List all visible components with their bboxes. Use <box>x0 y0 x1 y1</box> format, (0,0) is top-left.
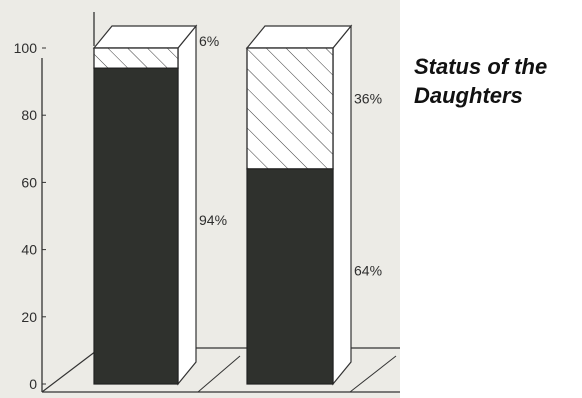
y-tick-label: 20 <box>21 309 37 325</box>
bars <box>92 24 353 386</box>
bar-segment-hatched <box>93 47 179 69</box>
y-axis-ticks: 0 20 40 60 80 100 <box>14 40 46 392</box>
bar-segment-solid <box>93 67 179 385</box>
y-tick-label: 40 <box>21 242 37 258</box>
floor-divider <box>197 355 241 393</box>
floor-divider <box>349 355 397 393</box>
chart-title: Status of the Daughters <box>414 54 548 108</box>
bar-label-solid: 94% <box>199 212 227 228</box>
bar-top-face <box>92 25 198 49</box>
stacked-bar-chart: 0 20 40 60 80 100 6% 94% 36% 64% <box>14 12 400 393</box>
y-tick-label: 0 <box>29 376 37 392</box>
bar-label-hatched: 6% <box>199 33 219 49</box>
y-tick-label: 60 <box>21 174 37 190</box>
bar <box>245 24 353 386</box>
y-tick-label: 100 <box>14 40 38 56</box>
bar-top-face <box>245 25 353 49</box>
y-tick-label: 80 <box>21 107 37 123</box>
bar-side-face <box>177 24 197 386</box>
bar-label-solid: 64% <box>354 262 382 278</box>
data-labels: 6% 94% 36% 64% <box>199 33 382 278</box>
bar-segment-hatched <box>246 47 334 170</box>
bar-segment-solid <box>246 168 334 385</box>
chart-axes <box>41 12 95 392</box>
bar <box>92 24 198 386</box>
bar-side-face <box>332 24 352 386</box>
bar-label-hatched: 36% <box>354 90 382 106</box>
